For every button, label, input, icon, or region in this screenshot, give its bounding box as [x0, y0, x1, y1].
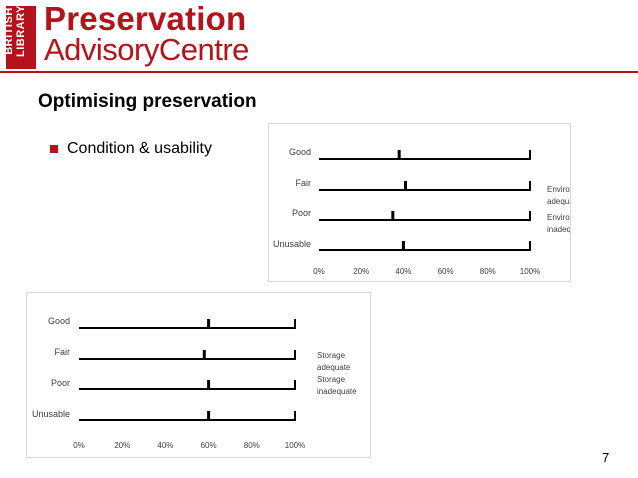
slide-title: Optimising preservation: [38, 91, 257, 112]
storage-legend-line: Storage: [317, 351, 346, 360]
environment-legend-line: adequate: [547, 197, 570, 206]
storage-legend-line: inadequate: [317, 387, 357, 396]
storage-tick-label: 20%: [114, 441, 130, 450]
storage-legend-line: Storage: [317, 375, 346, 384]
storage-category-label: Good: [48, 316, 70, 326]
storage-chart-svg: Good Fair Poor Unusable 0% 20% 40% 60% 80% 100% St…: [32, 316, 357, 450]
environment-category-label: Good: [289, 147, 311, 157]
brand-name-line2: AdvisoryCentre: [44, 32, 249, 67]
header-divider: [0, 71, 638, 73]
storage-tick-label: 40%: [157, 441, 173, 450]
environment-tick-label: 80%: [480, 267, 496, 276]
storage-tick-label: 80%: [244, 441, 260, 450]
environment-category-label: Unusable: [273, 239, 311, 249]
environment-tick-label: 0%: [313, 267, 325, 276]
bullet-text: Condition & usability: [67, 140, 212, 157]
storage-category-label: Unusable: [32, 409, 70, 419]
storage-chart: Good Fair Poor Unusable 0% 20% 40% 60% 80% 100% St…: [26, 292, 371, 458]
storage-tick-label: 0%: [73, 441, 85, 450]
storage-tick-label: 100%: [285, 441, 305, 450]
storage-legend-line: adequate: [317, 363, 351, 372]
environment-tick-label: 60%: [438, 267, 454, 276]
environment-tick-label: 20%: [353, 267, 369, 276]
logo-badge-text: BRITISH LIBRARY: [3, 5, 27, 57]
storage-category-label: Fair: [55, 347, 71, 357]
environment-chart-svg: Good Fair Poor Unusable 0% 20% 40% 60% 80% 100% En…: [273, 147, 570, 276]
logo-badge: [6, 6, 36, 69]
storage-tick-label: 60%: [201, 441, 217, 450]
bullet-square-icon: [50, 145, 58, 153]
environment-legend-line: Environment: [547, 185, 570, 194]
environment-legend-line: inadequate: [547, 225, 570, 234]
environment-tick-label: 40%: [395, 267, 411, 276]
storage-category-label: Poor: [51, 378, 70, 388]
brand-name-line1: Preservation: [44, 0, 247, 37]
environment-tick-label: 100%: [520, 267, 540, 276]
environment-category-label: Poor: [292, 208, 311, 218]
environment-category-label: Fair: [296, 178, 312, 188]
environment-legend-line: Environment: [547, 213, 570, 222]
environment-chart: Good Fair Poor Unusable 0% 20% 40% 60% 80% 100% En…: [268, 123, 571, 282]
page-number: 7: [602, 450, 610, 465]
